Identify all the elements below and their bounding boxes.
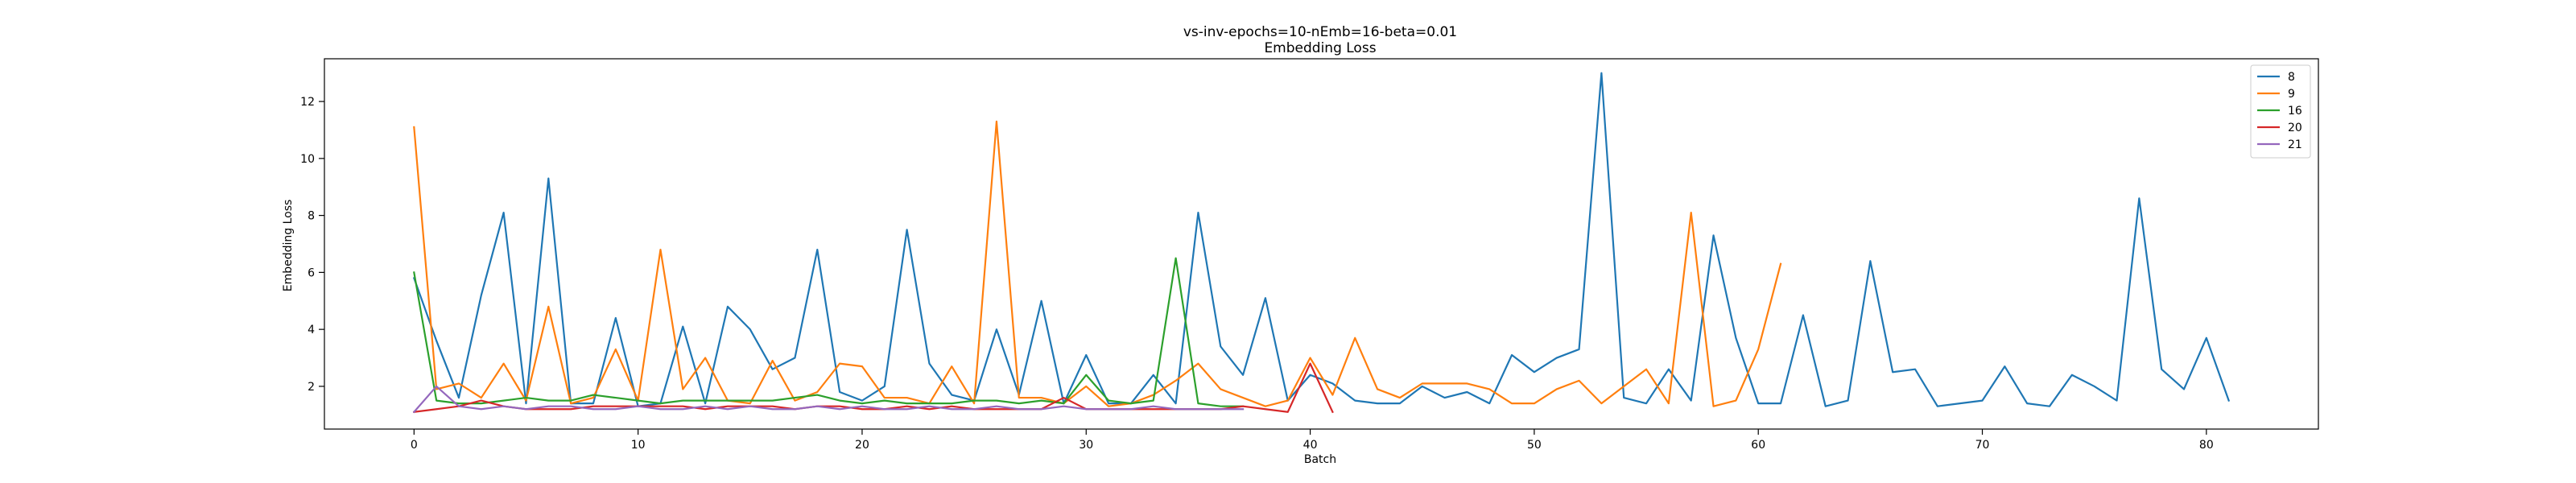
y-tick-label: 10 <box>300 153 315 166</box>
legend-label-8: 8 <box>2288 71 2295 84</box>
legend-label-9: 9 <box>2288 88 2295 101</box>
x-tick-label: 50 <box>1527 439 1542 452</box>
legend-label-21: 21 <box>2288 138 2302 151</box>
y-tick-label: 4 <box>308 324 315 336</box>
y-tick-label: 2 <box>308 381 315 394</box>
x-tick-label: 80 <box>2199 439 2214 452</box>
legend-box <box>2250 64 2311 159</box>
legend-label-16: 16 <box>2288 105 2302 118</box>
x-axis-label: Batch <box>1304 453 1336 466</box>
x-tick-label: 30 <box>1079 439 1093 452</box>
y-tick-label: 6 <box>308 266 315 279</box>
plot-frame <box>324 58 2319 430</box>
x-tick-label: 0 <box>411 439 418 452</box>
axes-layer: 0 10 20 30 40 50 60 70 80 2 4 6 8 10 12 <box>300 58 2319 452</box>
legend: 8 9 16 20 21 <box>2250 64 2311 159</box>
y-tick-label: 8 <box>308 210 315 223</box>
series-line-16 <box>413 257 1245 407</box>
chart-title: vs-inv-epochs=10-nEmb=16-beta=0.01 <box>1183 24 1457 40</box>
x-tick-label: 20 <box>855 439 869 452</box>
series-line-9 <box>413 120 1782 407</box>
legend-label-20: 20 <box>2288 122 2302 134</box>
y-tick-label: 12 <box>300 96 315 109</box>
chart-subtitle: Embedding Loss <box>1264 40 1376 56</box>
series-line-21 <box>412 385 1245 414</box>
x-tick-label: 40 <box>1303 439 1318 452</box>
x-tick-label: 70 <box>1975 439 1990 452</box>
x-tick-label: 60 <box>1751 439 1765 452</box>
x-tick-label: 10 <box>631 439 646 452</box>
y-axis-label: Embedding Loss <box>282 200 295 292</box>
series-line-8 <box>412 72 2231 407</box>
series-layer <box>412 72 2231 414</box>
